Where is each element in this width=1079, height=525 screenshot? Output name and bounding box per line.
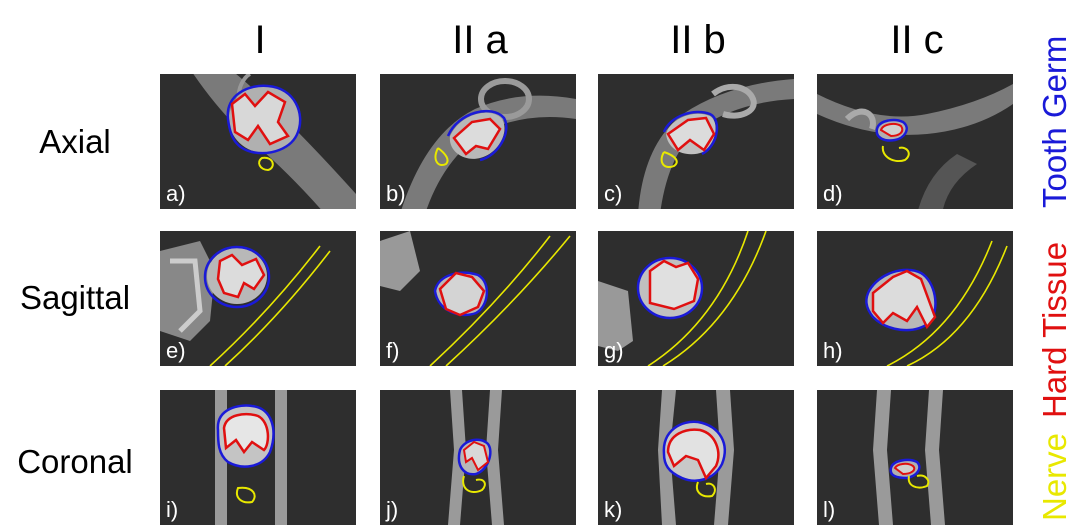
panel-sagittal-IIb: g) xyxy=(598,231,794,366)
panel-label-c: c) xyxy=(604,181,623,206)
panel-axial-IIc: d) xyxy=(817,74,1013,209)
column-header-IIc: II c xyxy=(890,18,944,62)
panel-sagittal-IIc: h) xyxy=(817,231,1013,366)
column-header-IIa: II a xyxy=(452,18,508,62)
column-header-I: I xyxy=(254,18,266,62)
panel-label-g: g) xyxy=(604,338,624,363)
panel-coronal-IIa: j) xyxy=(380,390,576,525)
panel-coronal-I: i) xyxy=(160,390,356,525)
row-label-axial: Axial xyxy=(39,123,111,160)
panel-label-l: l) xyxy=(823,497,836,522)
panel-label-d: d) xyxy=(823,181,843,206)
panel-sagittal-IIa: f) xyxy=(380,231,576,366)
panel-axial-IIb: c) xyxy=(598,74,794,209)
legend-tooth-germ: Tooth Germ xyxy=(1036,35,1073,208)
panel-label-f: f) xyxy=(386,338,400,363)
panel-label-j: j) xyxy=(386,497,399,522)
panel-label-h: h) xyxy=(823,338,843,363)
panel-sagittal-I: e) xyxy=(160,231,356,366)
row-label-sagittal: Sagittal xyxy=(19,279,131,316)
panel-label-k: k) xyxy=(604,497,623,522)
panel-label-e: e) xyxy=(166,338,186,363)
panel-coronal-IIc: l) xyxy=(817,390,1013,525)
panel-label-i: i) xyxy=(166,497,179,522)
row-label-coronal: Coronal xyxy=(17,443,133,480)
panel-axial-I: a) xyxy=(160,74,356,209)
legend-nerve: Nerve xyxy=(1036,432,1073,521)
legend-hard-tissue: Hard Tissue xyxy=(1036,241,1073,418)
panel-coronal-IIb: k) xyxy=(598,390,794,525)
panel-label-a: a) xyxy=(166,181,186,206)
legend: Nerve Hard Tissue Tooth Germ xyxy=(1031,0,1079,523)
column-header-IIb: II b xyxy=(670,18,726,62)
panel-label-b: b) xyxy=(386,181,406,206)
panel-axial-IIa: b) xyxy=(380,74,576,209)
